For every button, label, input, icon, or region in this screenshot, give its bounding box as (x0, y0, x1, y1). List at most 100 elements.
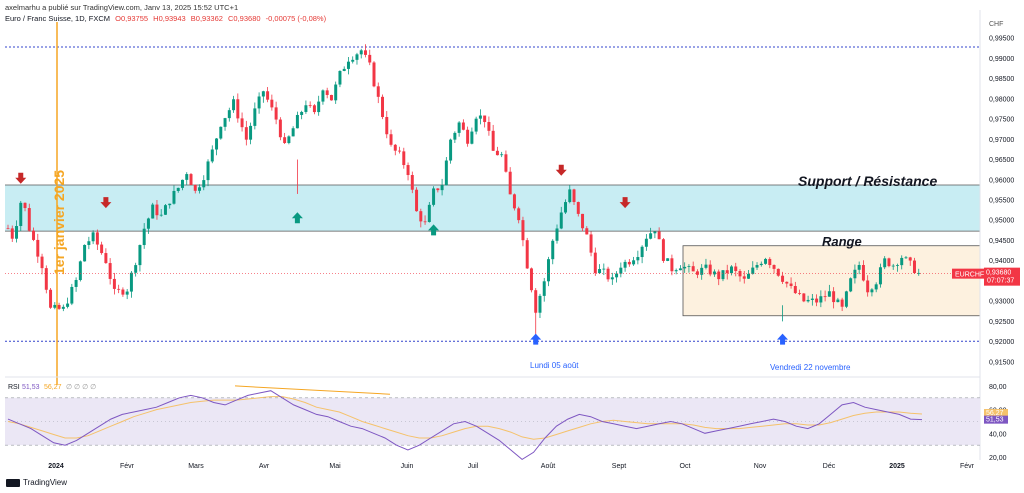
candle-body (853, 269, 857, 279)
candle-body (78, 261, 82, 281)
candle-body (121, 289, 125, 295)
candle-body (142, 228, 146, 246)
x-axis-label: Déc (823, 463, 836, 470)
last-price-tag (984, 267, 1020, 286)
candle-body (674, 270, 678, 272)
candle-body (874, 284, 878, 290)
candle-body (602, 268, 606, 270)
candle-body (478, 115, 482, 119)
candle-body (70, 286, 74, 304)
candle-body (661, 239, 665, 261)
candle-body (151, 204, 155, 219)
tradingview-logo-icon (6, 478, 20, 487)
candle-body (461, 122, 465, 130)
candle-body (695, 271, 699, 275)
candle-body (83, 244, 87, 262)
candle-body (10, 228, 14, 239)
candle-body (402, 151, 406, 166)
rsi-value2: 56,27 (44, 384, 62, 391)
candle-body (419, 211, 423, 222)
candle-body (861, 265, 865, 281)
price-tick-label: 0,94500 (989, 238, 1014, 245)
candle-body (704, 264, 708, 268)
candle-body (138, 245, 142, 266)
candle-body (849, 278, 853, 292)
rsi-tag (984, 415, 1008, 424)
candle-body (368, 54, 372, 63)
candle-body (261, 91, 265, 97)
rsi-ma-line (7, 396, 923, 440)
candle-body (772, 265, 776, 269)
candle-body (287, 136, 291, 144)
candle-body (453, 132, 457, 140)
candle-body (912, 260, 916, 274)
candle-body (266, 91, 270, 100)
candle-body (295, 114, 299, 129)
candle-body (576, 202, 580, 214)
arrow-up-icon (291, 212, 303, 224)
candle-body (793, 286, 797, 294)
candle-body (568, 189, 572, 203)
rsi-label: RSI (8, 384, 20, 391)
last-price-text: 0,93680 (986, 270, 1011, 277)
candle-body (785, 281, 789, 284)
price-tick-label: 0,94000 (989, 258, 1014, 265)
candle-body (334, 84, 338, 101)
candle-body (227, 110, 231, 119)
candle-body (215, 138, 219, 150)
candle-body (342, 68, 346, 71)
footer-brand[interactable]: TradingView (23, 478, 68, 487)
candle-body (619, 267, 623, 274)
candle-body (23, 202, 27, 209)
candle-body (236, 99, 240, 119)
candle-body (691, 266, 695, 272)
candle-body (466, 129, 470, 144)
candle-body (274, 107, 278, 120)
candle-body (19, 202, 23, 227)
candle-body (666, 258, 670, 261)
rsi-line (7, 390, 923, 461)
rsi-placeholders: ∅ ∅ ∅ ∅ (66, 384, 96, 391)
candle-body (606, 268, 610, 280)
x-axis-label: Févr (120, 463, 135, 470)
candle-body (117, 288, 121, 290)
candle-body (551, 240, 555, 260)
candle-body (878, 267, 882, 285)
price-tick-label: 0,92000 (989, 339, 1014, 346)
candle-body (815, 298, 819, 303)
candle-body (423, 221, 427, 223)
candle-body (683, 266, 687, 269)
candle-body (747, 273, 751, 279)
support-resistance-zone (5, 185, 980, 232)
candle-body (585, 228, 589, 235)
price-tick-label: 0,97000 (989, 137, 1014, 144)
candle-body (857, 265, 861, 270)
price-tick-label: 0,99000 (989, 56, 1014, 63)
candle-body (870, 289, 874, 293)
rsi-ma-tag (984, 409, 1008, 418)
candle-body (210, 149, 214, 162)
candle-body (415, 189, 419, 212)
candle-body (112, 278, 116, 289)
candle-body (653, 231, 657, 234)
footer: TradingView (6, 478, 67, 487)
x-axis-label: 2024 (48, 463, 64, 470)
price-tick-label: 0,99500 (989, 36, 1014, 43)
candle-body (729, 266, 733, 274)
candle-body (640, 246, 644, 258)
candle-body (789, 283, 793, 287)
last-symbol-tag (952, 268, 984, 279)
support-resistance-label: Support / Résistance (798, 173, 937, 189)
candle-body (36, 239, 40, 257)
candle-body (134, 265, 138, 273)
candle-body (406, 165, 410, 176)
candle-body (449, 139, 453, 161)
candle-body (891, 265, 895, 267)
candle-body (32, 230, 36, 240)
candle-body (155, 204, 159, 216)
symbol-line[interactable]: Euro / Franc Suisse, 1D, FXCM (5, 14, 111, 23)
x-axis-label: Mars (188, 463, 204, 470)
candle-body (798, 293, 802, 294)
